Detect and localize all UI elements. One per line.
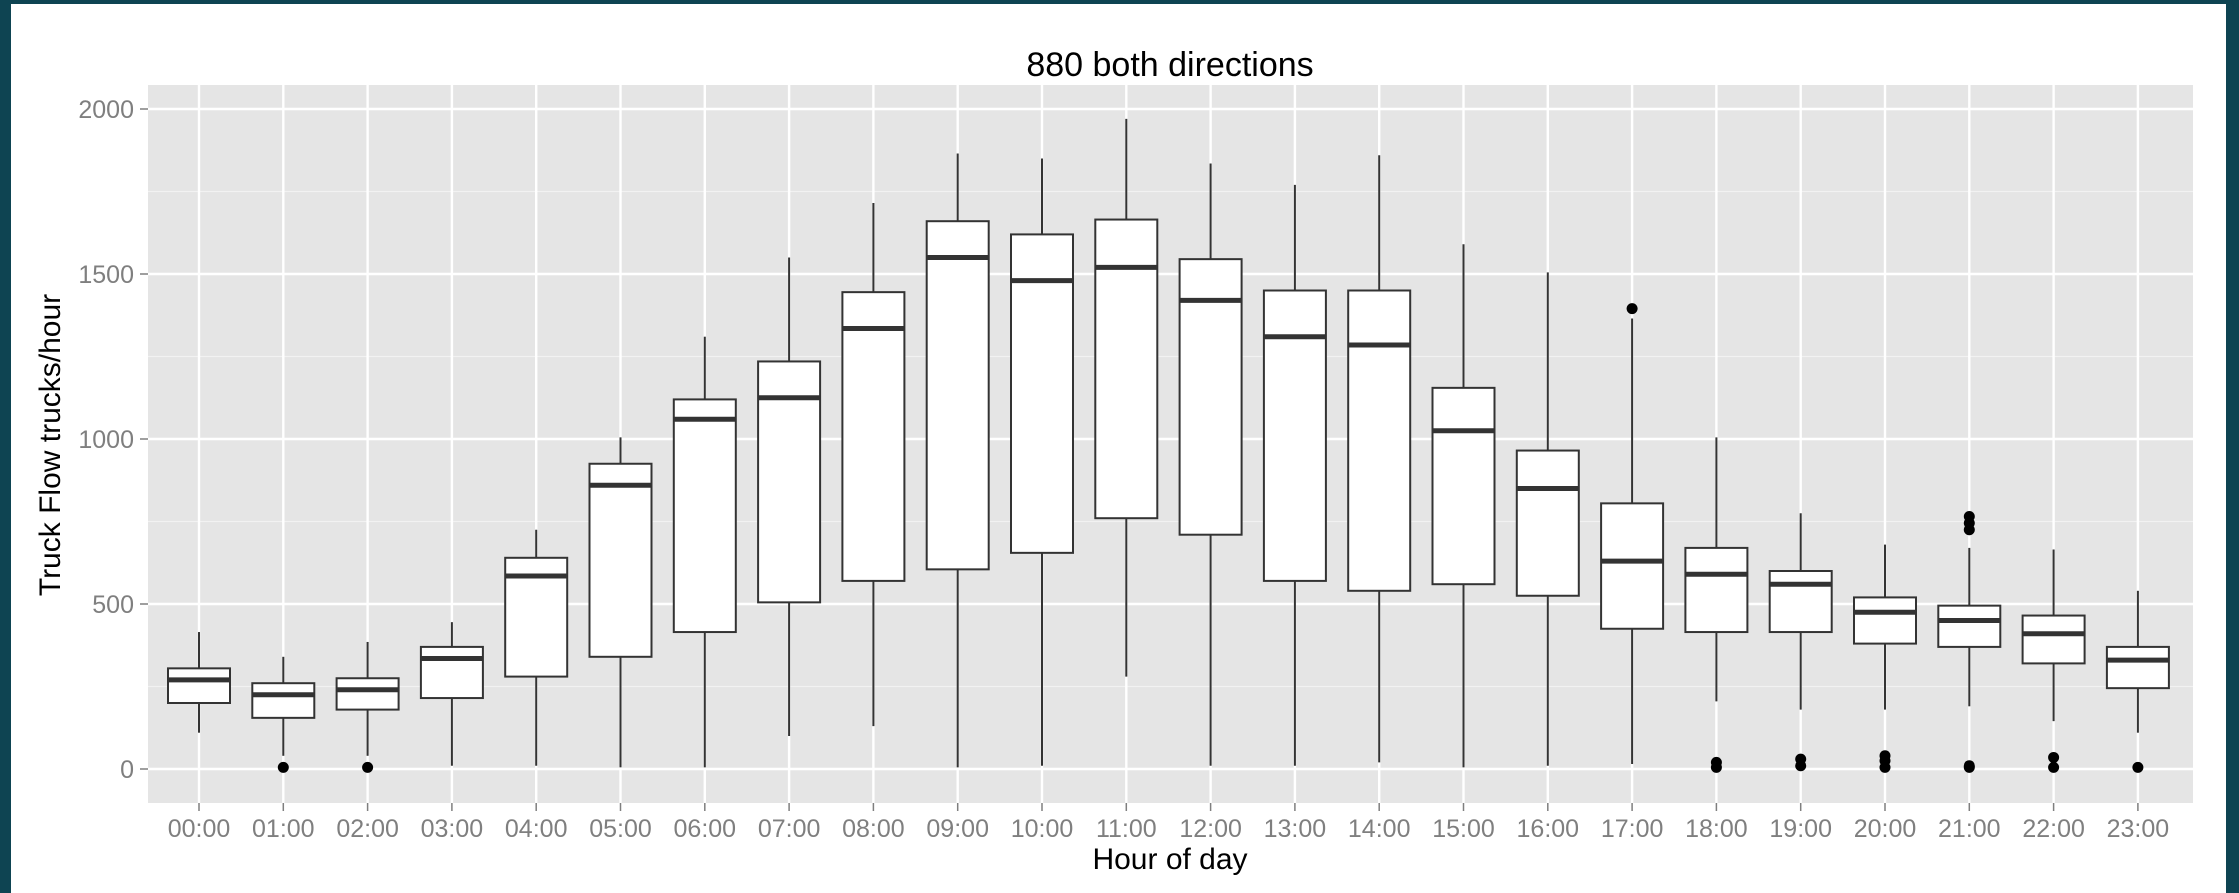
box-11:00 [1094, 118, 1159, 677]
box-05:00 [588, 437, 653, 768]
x-tick-label: 06:00 [674, 815, 737, 843]
x-axis-title: Hour of day [1092, 843, 1247, 876]
box-iqr [1262, 289, 1327, 582]
y-tick-label: 2000 [78, 96, 134, 124]
box-iqr [925, 220, 990, 571]
box-09:00 [925, 153, 990, 768]
box-15:00 [1431, 244, 1496, 768]
box-iqr [1010, 233, 1074, 554]
box-19:00 [1768, 513, 1833, 772]
box-iqr [1684, 546, 1749, 634]
box-iqr [419, 645, 484, 700]
outlier-point [277, 761, 289, 773]
box-21:00 [1937, 511, 2002, 773]
x-tick-label: 16:00 [1517, 815, 1580, 843]
x-tick-label: 23:00 [2107, 815, 2170, 843]
box-08:00 [841, 203, 906, 727]
box-iqr [2105, 645, 2170, 690]
box-12:00 [1178, 163, 1243, 766]
outlier-point [1795, 753, 1807, 765]
outlier-point [1710, 756, 1722, 768]
box-iqr [757, 360, 822, 604]
y-tick-label: 500 [92, 591, 134, 619]
x-tick-label: 09:00 [926, 815, 989, 843]
outlier-point [2048, 761, 2060, 773]
outlier-point [1879, 750, 1891, 762]
outlier-point [1963, 511, 1975, 523]
box-iqr [841, 291, 906, 582]
box-iqr [167, 667, 231, 704]
plot-background [148, 85, 2193, 803]
box-10:00 [1010, 158, 1074, 766]
x-tick-label: 03:00 [421, 815, 484, 843]
box-iqr [588, 462, 653, 658]
box-iqr [1515, 449, 1580, 597]
box-22:00 [2021, 549, 2086, 773]
y-axis-ticks: 0 500 1000 1500 2000 [78, 96, 148, 784]
outlier-point [1626, 303, 1638, 315]
box-iqr [251, 682, 316, 719]
x-tick-label: 02:00 [336, 815, 399, 843]
box-03:00 [419, 622, 484, 766]
outlier-point [2132, 761, 2144, 773]
box-04:00 [504, 529, 569, 766]
y-axis-title: Truck Flow trucks/hour [34, 294, 67, 596]
x-tick-label: 15:00 [1432, 815, 1495, 843]
x-tick-label: 11:00 [1096, 815, 1157, 843]
box-17:00 [1600, 303, 1665, 765]
x-tick-label: 00:00 [168, 815, 231, 843]
y-tick-label: 1500 [78, 261, 134, 289]
box-16:00 [1515, 272, 1580, 766]
box-iqr [1600, 502, 1665, 630]
x-tick-label: 19:00 [1769, 815, 1832, 843]
box-iqr [1937, 604, 2002, 648]
x-tick-label: 05:00 [589, 815, 652, 843]
x-tick-label: 07:00 [758, 815, 821, 843]
chart-title: 880 both directions [1026, 46, 1313, 84]
y-tick-label: 0 [120, 756, 134, 784]
x-axis-ticks: 00:00 01:00 02:00 03:00 04:00 05:00 06:00 07:00… [168, 803, 2169, 843]
box-iqr [1347, 289, 1412, 592]
x-tick-label: 08:00 [842, 815, 905, 843]
box-iqr [672, 398, 737, 634]
box-18:00 [1684, 437, 1749, 773]
y-tick-label: 1000 [78, 426, 134, 454]
box-iqr [1094, 218, 1159, 520]
x-tick-label: 01:00 [252, 815, 315, 843]
x-tick-label: 04:00 [505, 815, 568, 843]
outlier-point [1963, 760, 1975, 772]
x-tick-label: 10:00 [1011, 815, 1074, 843]
x-tick-label: 13:00 [1264, 815, 1327, 843]
outlier-point [2048, 751, 2060, 763]
box-20:00 [1853, 544, 1917, 773]
box-iqr [2021, 614, 2086, 665]
box-iqr [1768, 570, 1833, 634]
box-07:00 [757, 257, 822, 736]
box-iqr [1431, 386, 1496, 586]
x-tick-label: 18:00 [1685, 815, 1748, 843]
box-iqr [1853, 596, 1917, 645]
x-tick-label: 17:00 [1601, 815, 1664, 843]
box-14:00 [1347, 155, 1412, 763]
x-tick-label: 22:00 [2022, 815, 2085, 843]
x-tick-label: 14:00 [1348, 815, 1411, 843]
boxes [167, 118, 2170, 773]
x-tick-label: 21:00 [1938, 815, 2001, 843]
box-23:00 [2105, 590, 2170, 773]
box-iqr [335, 677, 400, 711]
box-06:00 [672, 336, 737, 768]
box-13:00 [1262, 184, 1327, 766]
box-00:00 [167, 632, 231, 733]
box-01:00 [251, 656, 316, 773]
box-iqr [1178, 258, 1243, 536]
x-tick-label: 12:00 [1179, 815, 1242, 843]
box-02:00 [335, 641, 400, 773]
outlier-point [362, 761, 374, 773]
x-tick-label: 20:00 [1854, 815, 1917, 843]
